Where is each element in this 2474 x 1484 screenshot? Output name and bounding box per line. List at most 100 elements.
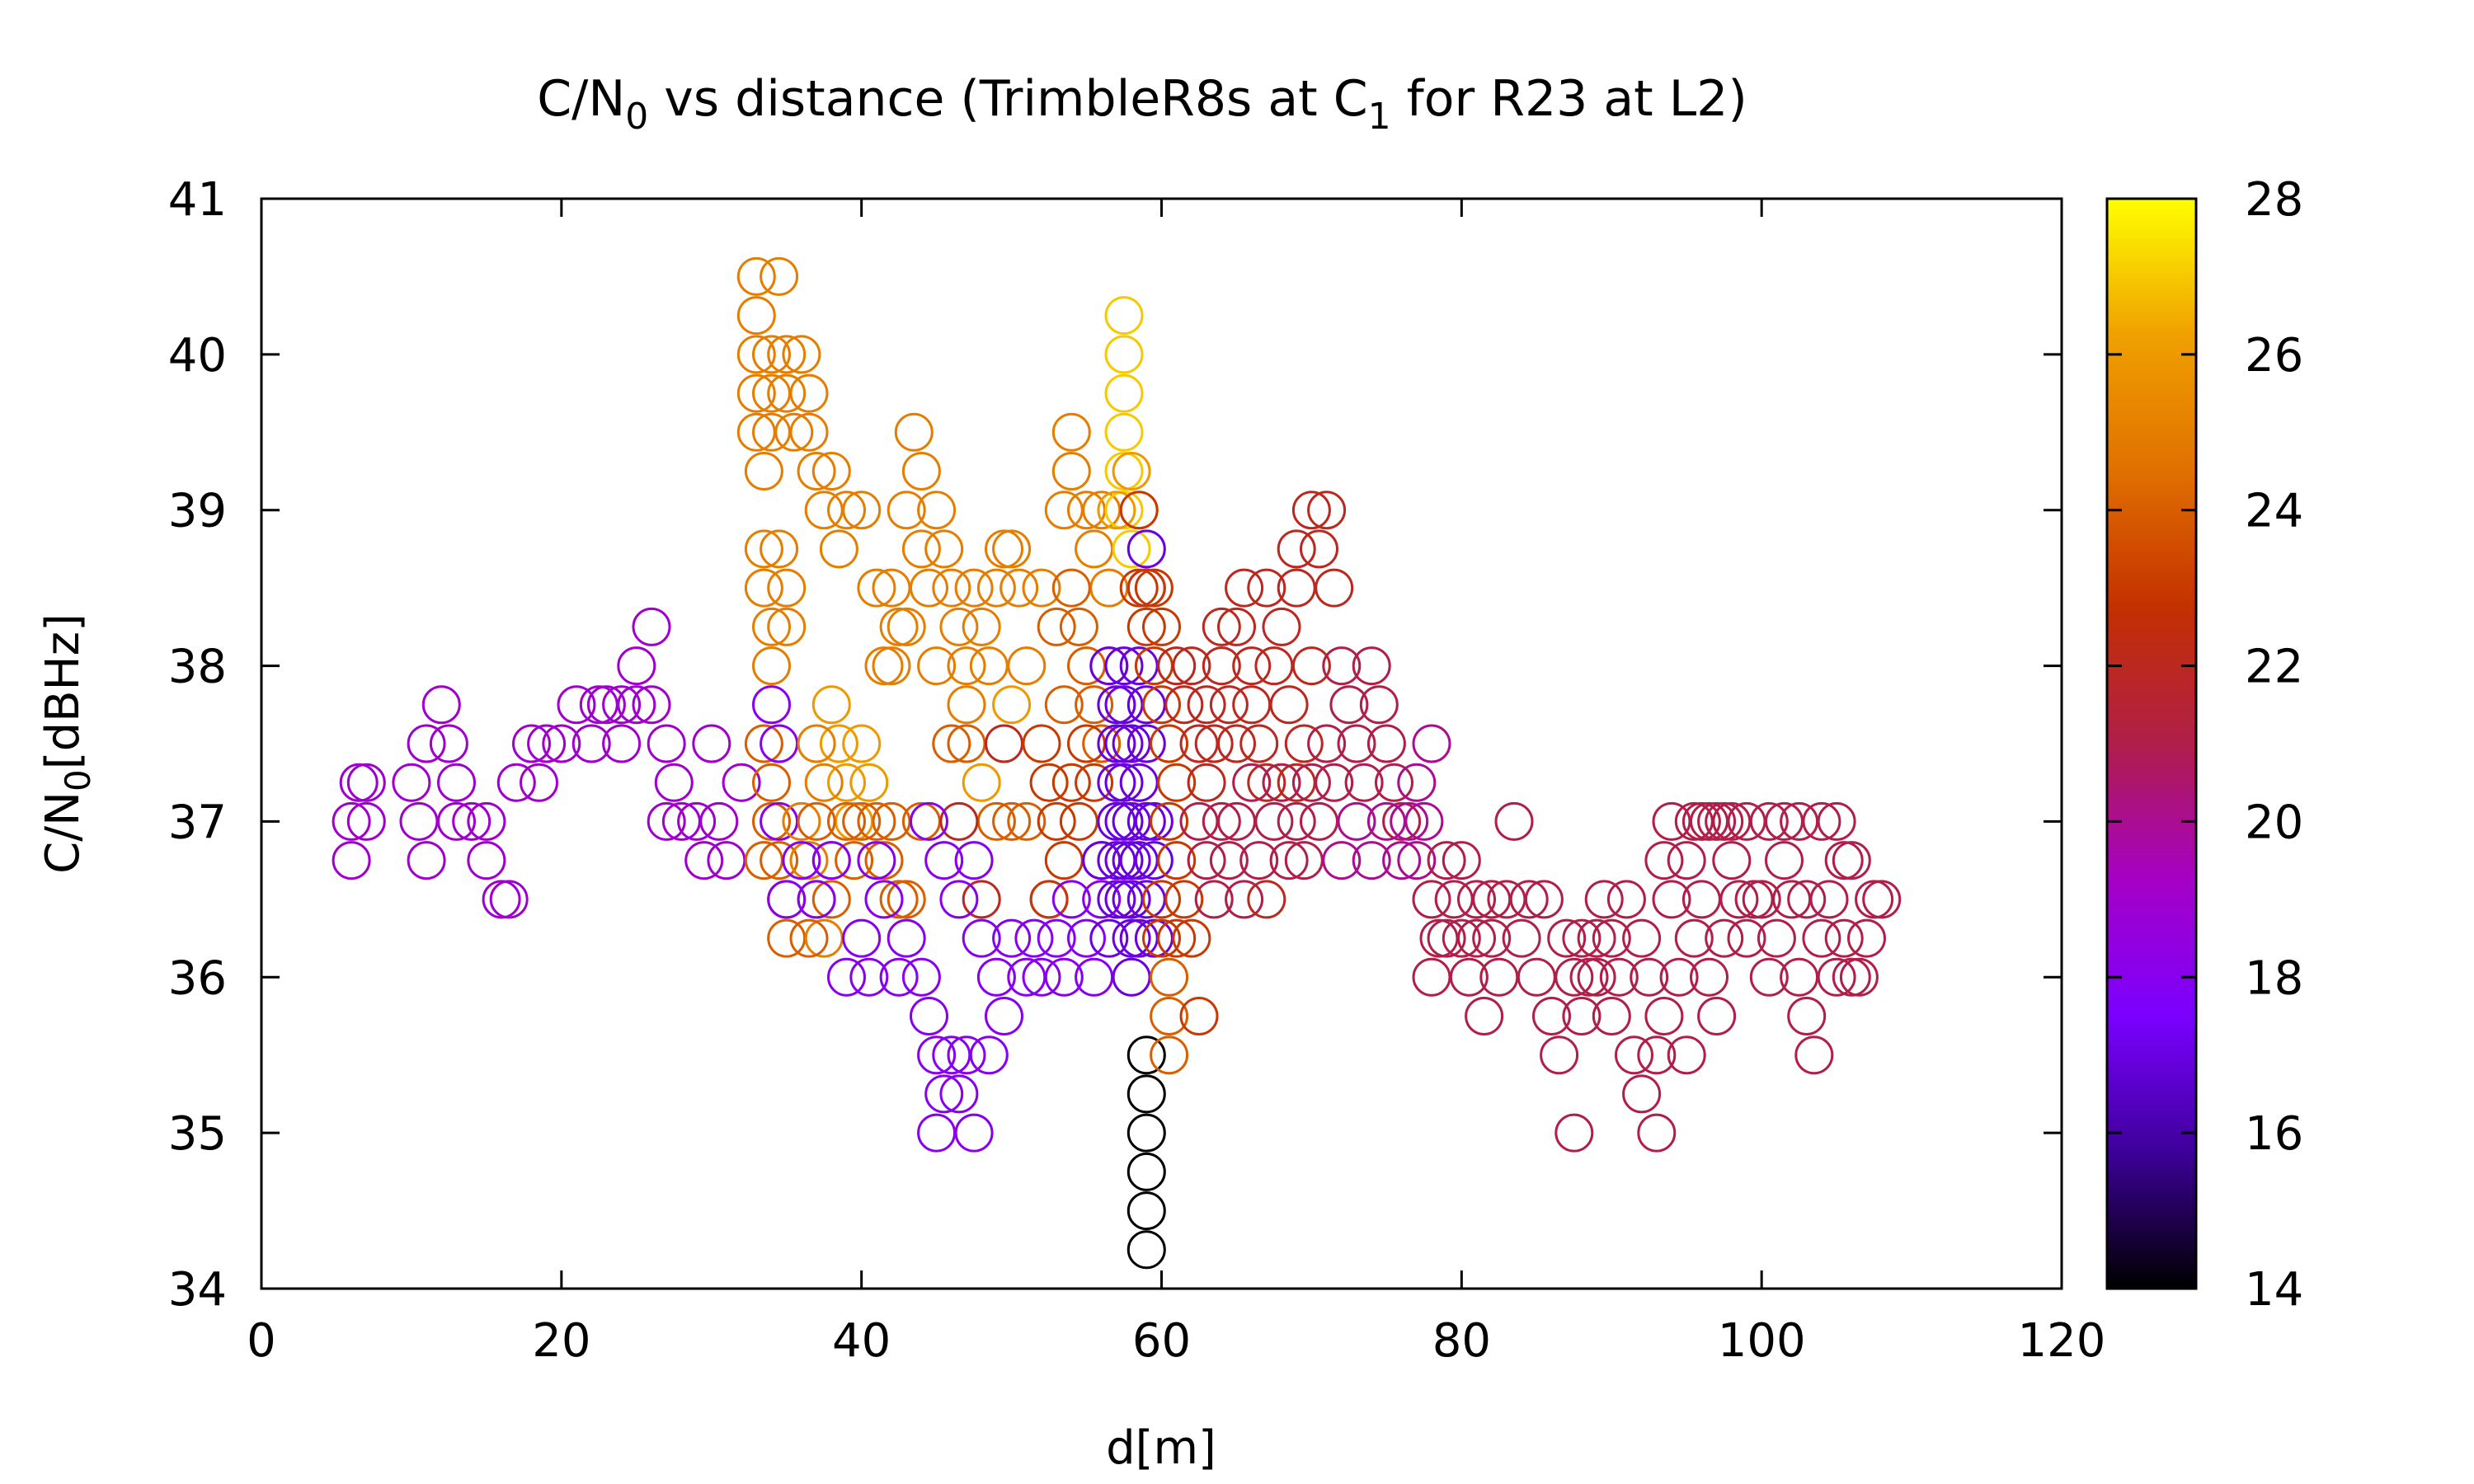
y-tick-label: 37 — [168, 796, 227, 849]
data-point — [1300, 529, 1338, 569]
data-point — [1126, 724, 1166, 763]
data-point — [617, 646, 656, 686]
data-point — [894, 412, 934, 452]
data-point — [1291, 491, 1331, 530]
data-point — [437, 801, 476, 841]
data-point — [1404, 801, 1444, 841]
data-point — [1554, 1113, 1594, 1153]
data-point — [992, 529, 1032, 569]
data-point — [924, 529, 964, 569]
data-point — [1315, 763, 1354, 802]
data-point — [752, 607, 791, 646]
data-point — [1044, 957, 1084, 997]
data-point — [819, 529, 858, 569]
data-point — [1832, 841, 1871, 881]
data-point — [736, 296, 776, 336]
data-point — [789, 918, 829, 958]
data-point — [1262, 763, 1301, 802]
data-point — [1584, 880, 1624, 919]
data-point — [1037, 607, 1076, 646]
data-point — [1187, 685, 1226, 725]
data-point — [1442, 918, 1481, 958]
data-point — [1412, 724, 1451, 763]
data-point — [1164, 880, 1204, 919]
data-point — [1269, 841, 1309, 881]
data-point — [1051, 452, 1091, 491]
data-point — [1126, 1036, 1166, 1075]
data-point — [797, 801, 836, 841]
data-point — [1749, 957, 1789, 997]
data-point — [1472, 918, 1512, 958]
data-point — [1322, 841, 1362, 881]
data-point — [1291, 763, 1331, 802]
data-point — [1291, 646, 1331, 686]
data-point — [1832, 957, 1871, 997]
data-point — [811, 685, 851, 725]
data-point — [1562, 997, 1602, 1036]
data-point — [849, 763, 889, 802]
data-point — [1247, 568, 1286, 608]
data-point — [992, 918, 1032, 958]
data-point — [1809, 880, 1849, 919]
data-point — [542, 724, 581, 763]
data-point — [1690, 957, 1729, 997]
data-point — [1262, 607, 1301, 646]
data-point — [1472, 880, 1512, 919]
data-point — [1644, 841, 1684, 881]
data-point — [1142, 685, 1181, 725]
data-point — [617, 685, 656, 725]
data-point — [736, 373, 776, 413]
data-point — [760, 256, 799, 296]
data-point — [1217, 724, 1256, 763]
data-point — [1554, 957, 1594, 997]
data-point — [1051, 763, 1091, 802]
data-point — [819, 724, 858, 763]
data-point — [752, 763, 791, 802]
data-point — [1765, 841, 1804, 881]
data-point — [917, 646, 957, 686]
data-point — [1007, 646, 1047, 686]
data-point — [1029, 763, 1069, 802]
data-point — [684, 841, 724, 881]
data-point — [452, 801, 492, 841]
data-point — [1390, 801, 1429, 841]
data-point — [1126, 1191, 1166, 1231]
data-point — [857, 568, 896, 608]
data-point — [496, 763, 536, 802]
data-point — [1029, 880, 1069, 919]
data-point — [1562, 918, 1602, 958]
data-point — [1209, 841, 1249, 881]
colorbar-tick-label: 22 — [2245, 641, 2303, 694]
data-point — [489, 880, 529, 919]
data-point — [407, 724, 446, 763]
data-point — [1749, 801, 1789, 841]
data-point — [924, 1074, 964, 1114]
data-point — [1577, 918, 1616, 958]
y-tick-label: 41 — [168, 173, 227, 227]
data-point — [1225, 568, 1264, 608]
data-point — [1742, 880, 1781, 919]
data-point — [1592, 918, 1631, 958]
data-point — [1051, 412, 1091, 452]
data-point — [1359, 685, 1399, 725]
data-point — [332, 841, 371, 881]
colorbar-gradient — [2105, 197, 2198, 1290]
data-point — [864, 841, 904, 881]
data-point — [864, 646, 904, 686]
data-point — [1157, 763, 1197, 802]
data-point — [407, 841, 446, 881]
data-point — [901, 957, 941, 997]
data-point — [1097, 724, 1136, 763]
data-point — [1104, 412, 1144, 452]
data-point — [887, 607, 926, 646]
data-point — [1037, 918, 1076, 958]
data-point — [1697, 801, 1737, 841]
x-tick-label: 20 — [532, 1314, 590, 1368]
data-point — [1150, 997, 1189, 1036]
data-point — [1014, 918, 1054, 958]
data-point — [1126, 801, 1166, 841]
data-point — [1247, 763, 1286, 802]
data-point — [954, 568, 994, 608]
colorbar-tick-label: 16 — [2245, 1107, 2303, 1161]
data-point — [1615, 1036, 1653, 1075]
